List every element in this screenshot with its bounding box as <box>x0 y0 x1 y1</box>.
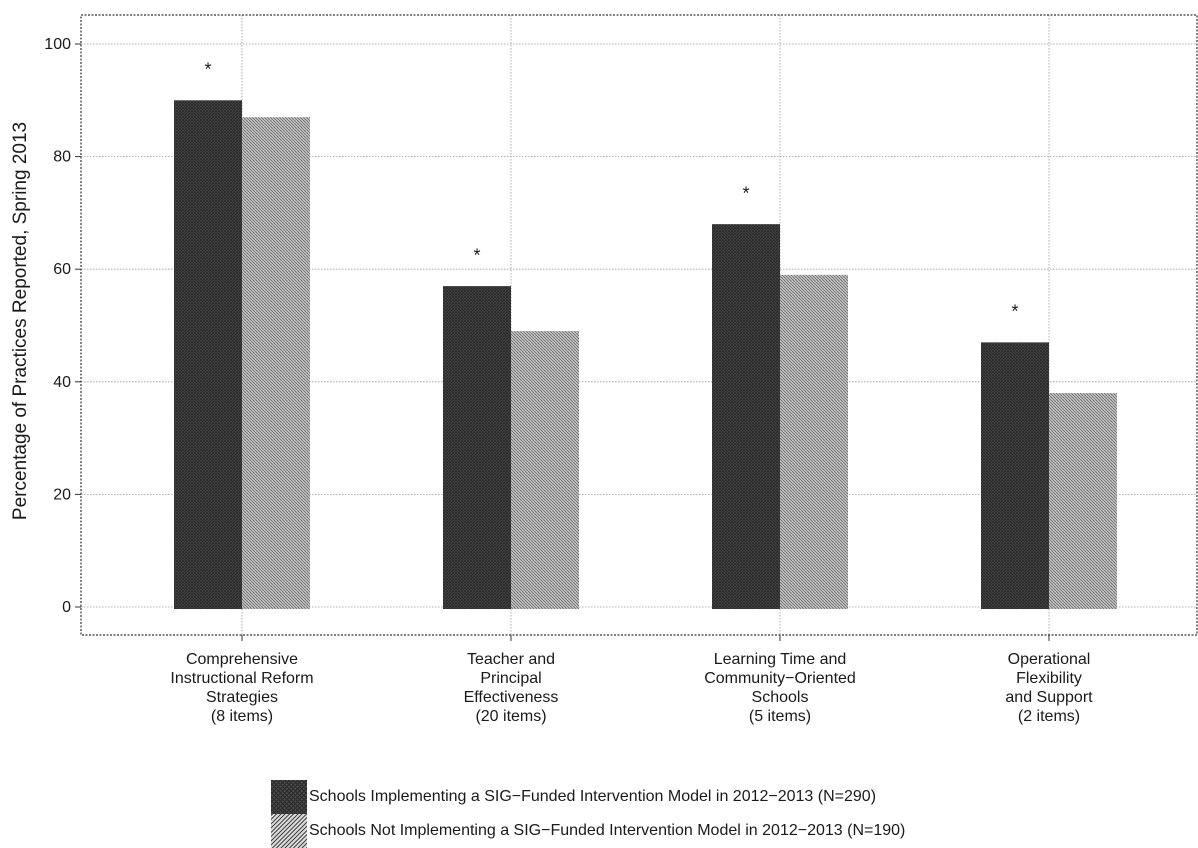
x-tick-label: Comprehensive <box>186 651 298 668</box>
x-tick-label: (20 items) <box>475 708 546 725</box>
significance-star: * <box>473 245 480 265</box>
y-tick-label: 40 <box>53 374 71 391</box>
y-axis-label: Percentage of Practices Reported, Spring… <box>10 122 31 520</box>
bar-series-0-cat-1 <box>443 286 511 609</box>
y-tick-label: 100 <box>44 36 71 53</box>
y-tick-label: 80 <box>53 149 71 166</box>
x-tick-label: (5 items) <box>749 708 811 725</box>
x-tick-label: Learning Time and <box>714 651 847 668</box>
significance-markers: * * * * <box>204 60 1018 322</box>
x-tick-label: Flexibility <box>1016 670 1082 687</box>
significance-star: * <box>1011 302 1018 322</box>
significance-star: * <box>742 183 749 203</box>
y-tick-label: 60 <box>53 261 71 278</box>
legend-item-not-implementing: Schools Not Implementing a SIG−Funded In… <box>271 814 1031 848</box>
legend-label-not-implementing: Schools Not Implementing a SIG−Funded In… <box>309 822 906 839</box>
plot-frame <box>80 14 1198 636</box>
x-tick-label: and Support <box>1005 689 1093 706</box>
x-tick-label: Operational <box>1008 651 1091 668</box>
bar-series-1-cat-2 <box>780 274 848 609</box>
y-tick-label: 0 <box>62 599 71 616</box>
bar-series-1-cat-0 <box>242 117 310 609</box>
legend-swatch-implementing <box>271 780 307 814</box>
legend-swatch-not-implementing <box>271 814 307 848</box>
bar-series-1-cat-1 <box>511 331 579 609</box>
x-tick-label: Instructional Reform <box>170 670 313 687</box>
significance-star: * <box>204 60 211 80</box>
x-tick-label: (8 items) <box>211 708 273 725</box>
x-tick-label: Principal <box>480 670 541 687</box>
x-tick-label: Effectiveness <box>464 689 559 706</box>
bars <box>174 100 1117 610</box>
x-tick-label: Strategies <box>206 689 278 706</box>
x-tick-label: Community−Oriented <box>704 670 856 687</box>
bar-chart: * * * * 0 20 40 60 80 100 Comprehensive Instructi… <box>10 14 1198 725</box>
x-tick-label: (2 items) <box>1018 708 1080 725</box>
bar-series-0-cat-3 <box>981 342 1049 609</box>
bar-series-0-cat-2 <box>712 224 780 609</box>
x-tick-label: Teacher and <box>467 651 555 668</box>
x-tick-label: Schools <box>752 689 809 706</box>
y-tick-label: 20 <box>53 486 71 503</box>
bar-series-0-cat-0 <box>174 100 242 610</box>
legend: Schools Implementing a SIG−Funded Interv… <box>271 780 1031 848</box>
bar-series-1-cat-3 <box>1049 393 1117 609</box>
legend-item-implementing: Schools Implementing a SIG−Funded Interv… <box>271 780 1031 814</box>
legend-label-implementing: Schools Implementing a SIG−Funded Interv… <box>309 788 877 805</box>
x-axis: Comprehensive Instructional Reform Strateg… <box>170 635 1093 725</box>
y-axis: 0 20 40 60 80 100 <box>44 36 81 616</box>
